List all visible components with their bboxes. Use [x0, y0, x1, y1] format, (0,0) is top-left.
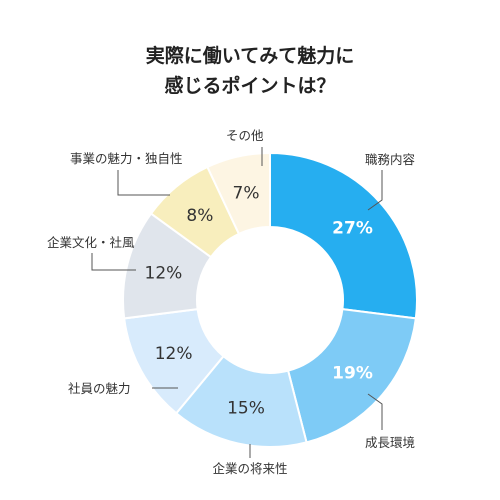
percent-label-5: 12%: [145, 264, 183, 284]
chart-title-line-2: 感じるポイントは？: [164, 74, 335, 97]
percent-label-6: 8%: [186, 206, 213, 226]
category-label-7: その他: [226, 128, 264, 143]
slice-7: [206, 151, 271, 236]
category-label-4: 社員の魅力: [68, 381, 131, 396]
category-label-6: 事業の魅力・独自性: [70, 151, 183, 166]
slice-2: [286, 308, 417, 444]
percent-label-2: 19%: [332, 364, 373, 384]
slice-1: [269, 151, 418, 320]
category-label-5: 企業文化・社風: [47, 235, 135, 250]
chart-title-line-1: 実際に働いてみて魅力に: [146, 44, 354, 67]
percent-label-3: 15%: [227, 398, 265, 418]
category-label-2: 成長環境: [365, 435, 415, 450]
percent-label-1: 27%: [332, 218, 373, 238]
percent-label-7: 7%: [233, 184, 260, 204]
leader-line-5: [91, 253, 136, 271]
leader-line-6: [117, 170, 170, 196]
leader-line-2: [367, 393, 383, 430]
percent-labels: 27% 19% 15% 12% 12% 8% 7%: [145, 184, 373, 419]
category-label-1: 職務内容: [365, 152, 415, 167]
donut-slices: [122, 151, 418, 448]
percent-label-4: 12%: [155, 344, 193, 364]
leader-line-1: [367, 170, 383, 211]
leader-lines: [91, 147, 383, 458]
category-label-3: 企業の将来性: [212, 461, 287, 476]
